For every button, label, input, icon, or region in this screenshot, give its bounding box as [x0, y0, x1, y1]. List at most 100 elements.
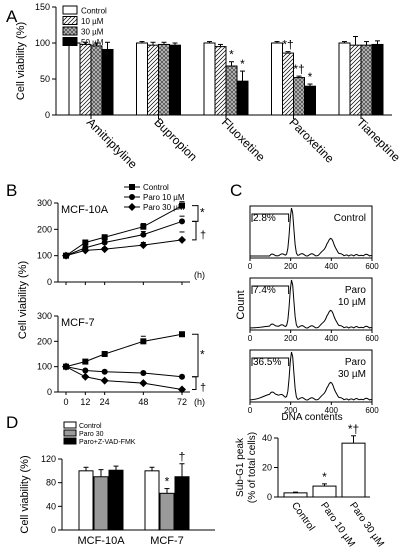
x-tick-label: 200	[284, 406, 298, 415]
sub-g1-gate	[251, 357, 290, 366]
bracket	[192, 205, 199, 222]
significance-mark: †	[200, 382, 206, 394]
chart-b-mcf10a: 0 100 200 300 (h) MCF-10A Cell viability (%) Co…	[17, 183, 206, 339]
x-tick-label: 600	[365, 262, 379, 271]
point-diamond	[62, 251, 70, 260]
x-tick-label: 24	[100, 397, 110, 407]
y-tick-label: 80	[46, 478, 56, 488]
chart-d: 0 40 80 120 Cell viability (%) MCF-10A * † MCF-7…	[19, 421, 215, 547]
y-tick-label: 120	[41, 454, 56, 464]
chart-c-subg1: 0 20 40 Sub-G1 peak (% of total cells) Contro…	[235, 422, 386, 549]
bracket	[192, 220, 197, 241]
x-tick-label: Bupropion	[151, 115, 200, 164]
bracket	[192, 376, 197, 390]
bar	[283, 492, 308, 498]
y-tick-label: 0	[47, 387, 52, 397]
bar	[349, 44, 362, 116]
significance-mark: *	[165, 475, 170, 489]
gate-percent: 2.8%	[253, 213, 276, 224]
y-tick-label: 0	[51, 525, 56, 535]
bar	[93, 476, 109, 531]
significance-mark: *	[200, 206, 205, 220]
bar	[236, 80, 249, 116]
bar	[312, 485, 337, 498]
legend-label: Paro+Z-VAD-FMK	[79, 439, 136, 446]
significance-mark: *	[322, 470, 327, 484]
gate-percent: 36.5%	[253, 357, 281, 368]
y-tick-label: 0	[45, 110, 50, 120]
histogram-frame	[249, 205, 373, 259]
x-tick-label: 0	[248, 262, 253, 271]
y-tick-label: 0	[267, 492, 272, 502]
y-axis-label: Sub-G1 peak	[235, 437, 246, 497]
legend-label: 30 µM	[81, 28, 104, 37]
y-tick-label: 150	[35, 2, 50, 12]
point-square	[179, 331, 185, 338]
y-tick-label: 50	[40, 74, 50, 84]
point-square	[82, 239, 89, 246]
legend-swatch	[63, 437, 77, 445]
y-axis-label: Cell viability (%)	[19, 455, 31, 533]
x-tick-label: 400	[325, 334, 339, 343]
y-tick-label: 100	[35, 38, 50, 48]
bar	[169, 44, 181, 116]
legend-swatch	[62, 16, 78, 25]
bar	[282, 52, 294, 116]
legend-swatch	[63, 429, 77, 437]
bar	[360, 44, 373, 116]
panel-b-label: B	[6, 181, 17, 200]
point-square	[82, 358, 89, 365]
point-circle	[82, 367, 89, 374]
y-axis-label: Count	[235, 290, 247, 319]
x-tick-label: Control	[289, 500, 317, 533]
bar	[158, 43, 170, 116]
point-diamond	[81, 372, 90, 381]
point-circle	[140, 231, 147, 238]
significance-mark: †	[179, 450, 186, 464]
significance-mark: *	[308, 70, 313, 84]
x-tick-label: 0	[248, 334, 253, 343]
legend-swatch	[62, 5, 78, 15]
histogram-curve	[249, 351, 373, 401]
histogram-frame	[249, 349, 373, 403]
x-axis-unit: (h)	[194, 397, 205, 407]
bar	[203, 42, 216, 116]
condition-label: Paro	[345, 357, 367, 368]
significance-mark: *†	[293, 62, 304, 76]
gate-percent: 7.4%	[253, 285, 276, 296]
x-tick-label: Paroxetine	[286, 115, 337, 166]
significance-mark: *	[240, 57, 245, 71]
legend-label: 50 µM	[81, 38, 104, 47]
bar	[78, 470, 94, 531]
y-axis-label: Cell viability (%)	[15, 22, 27, 100]
x-tick-label: Amitriptyline	[84, 115, 140, 171]
legend-label: Paro 30	[79, 431, 104, 438]
x-tick-label: 400	[325, 406, 339, 415]
bar	[101, 48, 114, 116]
bar	[144, 470, 160, 531]
legend-swatch	[62, 37, 78, 46]
bar	[338, 42, 351, 116]
panel-a-label: A	[6, 7, 18, 26]
bar	[108, 469, 124, 531]
point-diamond	[100, 376, 109, 385]
point-diamond	[139, 379, 148, 388]
bar	[159, 492, 175, 531]
bar	[371, 43, 384, 116]
legend-swatch	[62, 26, 78, 36]
y-tick-label: 0	[47, 277, 52, 287]
point-diamond	[178, 235, 186, 244]
legend-label: Control	[81, 7, 107, 16]
x-tick-label: MCF-7	[150, 535, 184, 547]
panel-c-label: C	[230, 181, 242, 200]
x-tick-label: 12	[80, 397, 90, 407]
condition-label: Paro	[345, 285, 367, 296]
significance-mark: *	[229, 48, 234, 62]
point-square	[101, 351, 108, 357]
significance-mark: *†	[282, 38, 293, 52]
y-tick-label: 300	[37, 311, 52, 321]
x-tick-label: 600	[365, 334, 379, 343]
bar	[293, 77, 305, 116]
bar	[136, 42, 148, 116]
